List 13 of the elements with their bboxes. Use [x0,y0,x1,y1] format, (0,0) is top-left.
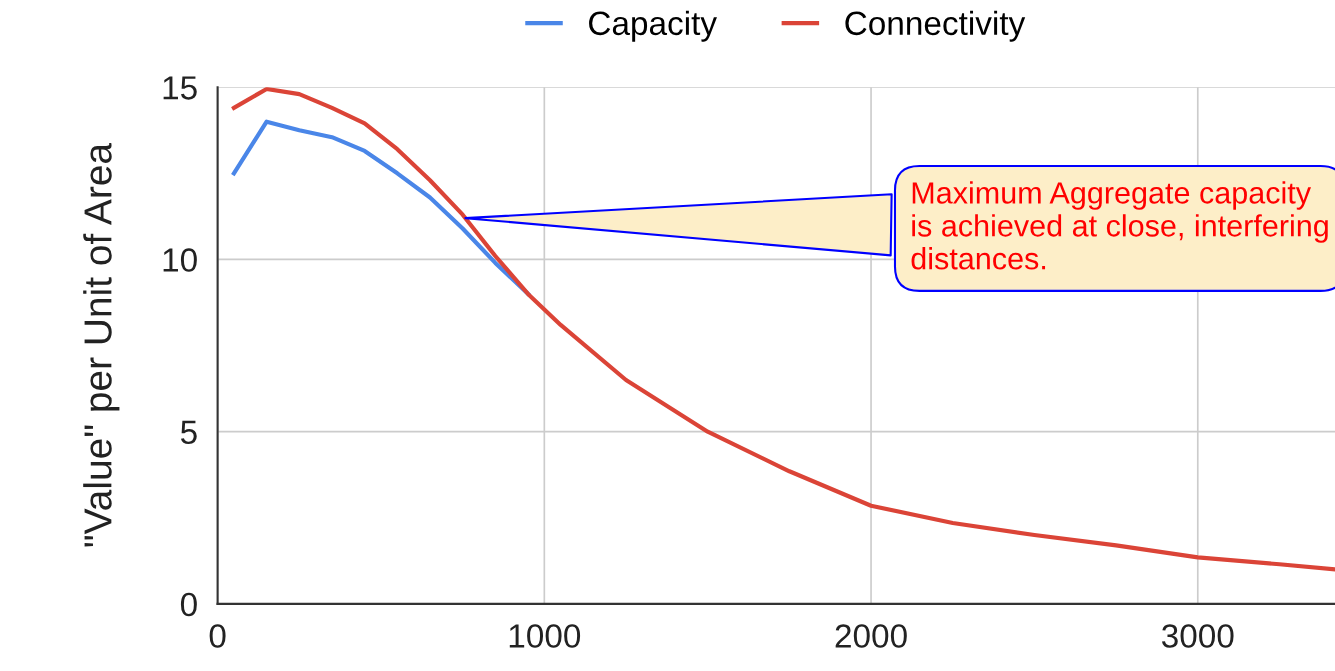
line-series [231,87,1335,572]
x-tick-label: 1000 [509,624,581,648]
y-tick-label: 15 [163,76,197,100]
x-tick-label: 0 [209,624,226,648]
y-tick-label: 5 [180,420,197,445]
annotation: Maximum Aggregate capacity is achieved at close, interfering distances. [911,181,1328,270]
x-tick-label: 2000 [835,624,907,648]
y-tick-label: 10 [163,248,197,272]
legend-label: Connectivity [845,10,1026,42]
y-axis-title: "Value" per Unit of Area [83,142,120,547]
y-tick-label: 0 [180,592,197,617]
x-tick-label: 3000 [1161,624,1234,648]
legend-label: Capacity [589,10,717,42]
